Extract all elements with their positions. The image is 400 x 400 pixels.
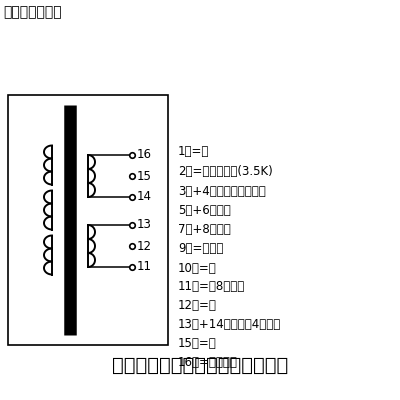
Text: 1脚=空: 1脚=空 [178,145,209,158]
Text: 13: 13 [137,218,152,232]
Bar [8,95,168,345]
Text: 12: 12 [137,240,152,252]
Text: 11: 11 [137,260,152,274]
Text: 14: 14 [137,190,152,204]
Text: 11脚=接8欧输出: 11脚=接8欧输出 [178,280,245,293]
Text: 7脚+8脚串联: 7脚+8脚串联 [178,223,231,236]
Text: 5脚+6脚串联: 5脚+6脚串联 [178,204,231,217]
Text: 15: 15 [137,170,152,182]
Text: 16: 16 [137,148,152,162]
Text: 13脚+14脚串联接4欧输出: 13脚+14脚串联接4欧输出 [178,318,281,331]
Text: 2脚=接电源正极(3.5K): 2脚=接电源正极(3.5K) [178,165,273,178]
Text: 10脚=空: 10脚=空 [178,262,217,275]
Text: 自己的脚位排列: 自己的脚位排列 [3,5,62,19]
Text: 12脚=空: 12脚=空 [178,299,217,312]
Text: 9脚=接屏极: 9脚=接屏极 [178,242,223,255]
Text: 3脚+4脚串联接电源正极: 3脚+4脚串联接电源正极 [178,185,266,198]
Text: 15脚=空: 15脚=空 [178,337,217,350]
Text: 16脚=输出接地: 16脚=输出接地 [178,356,238,369]
Text: 电子管甲类音频输出变压器接线图: 电子管甲类音频输出变压器接线图 [112,356,288,375]
